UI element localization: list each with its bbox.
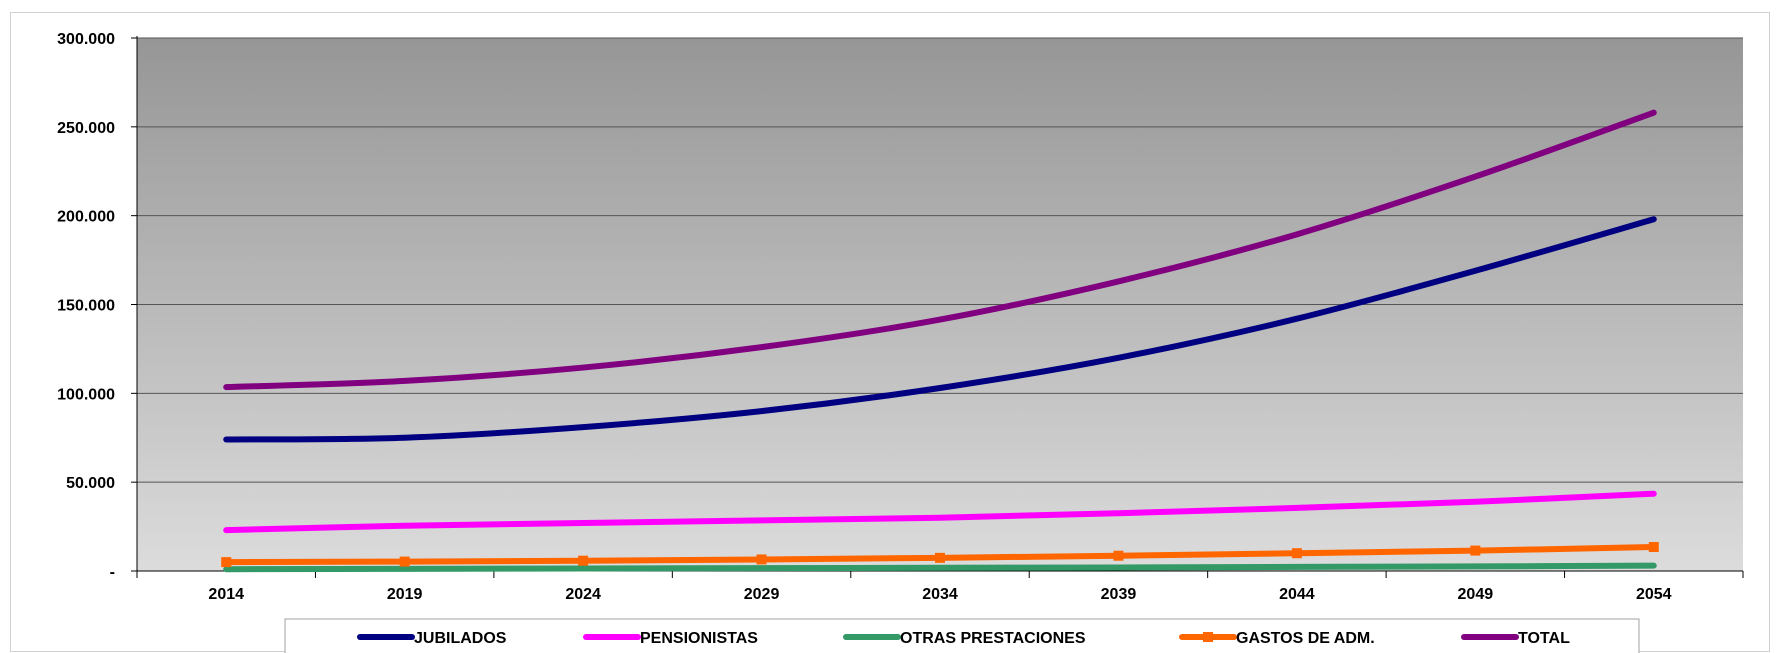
legend-label-jubilados: JUBILADOS	[414, 630, 507, 647]
point-gastos-de-adm	[1648, 542, 1659, 553]
legend-marker-gastos-de-adm	[1203, 632, 1213, 642]
point-gastos-de-adm	[1113, 550, 1124, 561]
point-gastos-de-adm	[935, 552, 945, 563]
legend: JUBILADOS PENSIONISTAS OTRAS PRESTACIONES G…	[284, 618, 1640, 653]
x-tick-label: 2019	[387, 586, 423, 603]
series-lines	[221, 109, 1659, 573]
legend-label-total: TOTAL	[1518, 630, 1570, 647]
point-gastos-de-adm	[578, 555, 589, 566]
legend-label-gastos-de-adm: GASTOS DE ADM.	[1236, 630, 1375, 647]
x-tick-label: 2034	[922, 586, 958, 603]
point-gastos-de-adm	[399, 556, 410, 567]
y-tick-label: -	[110, 564, 115, 581]
x-tick-label: 2014	[208, 586, 244, 603]
x-axis-tick-labels: 2014 2019 2024 2029 2034 2039 2044 2049 2054	[208, 586, 1671, 603]
y-tick-label: 50.000	[66, 475, 115, 492]
point-gastos-de-adm	[756, 554, 767, 565]
legend-box	[284, 618, 1640, 653]
y-axis-tick-labels: - 50.000 100.000 150.000 200.000 250.000 300.0…	[57, 31, 115, 581]
point-gastos-de-adm	[221, 557, 232, 568]
x-tick-label: 2039	[1101, 586, 1137, 603]
x-tick-label: 2029	[744, 586, 780, 603]
series-line-otras-prestaciones	[223, 562, 1657, 573]
x-tick-label: 2054	[1636, 586, 1672, 603]
legend-label-otras-prestaciones: OTRAS PRESTACIONES	[900, 630, 1086, 647]
y-tick-label: 100.000	[57, 386, 115, 403]
x-tick-label: 2024	[565, 586, 601, 603]
x-tick-label: 2049	[1458, 586, 1494, 603]
y-tick-label: 300.000	[57, 31, 115, 48]
point-gastos-de-adm	[1470, 545, 1481, 556]
legend-label-pensionistas: PENSIONISTAS	[640, 630, 758, 647]
y-tick-label: 150.000	[57, 298, 115, 315]
gridlines	[137, 37, 1743, 483]
point-gastos-de-adm	[1291, 548, 1302, 559]
y-tick-label: 200.000	[57, 209, 115, 226]
x-tick-label: 2044	[1279, 586, 1315, 603]
y-tick-label: 250.000	[57, 120, 115, 137]
